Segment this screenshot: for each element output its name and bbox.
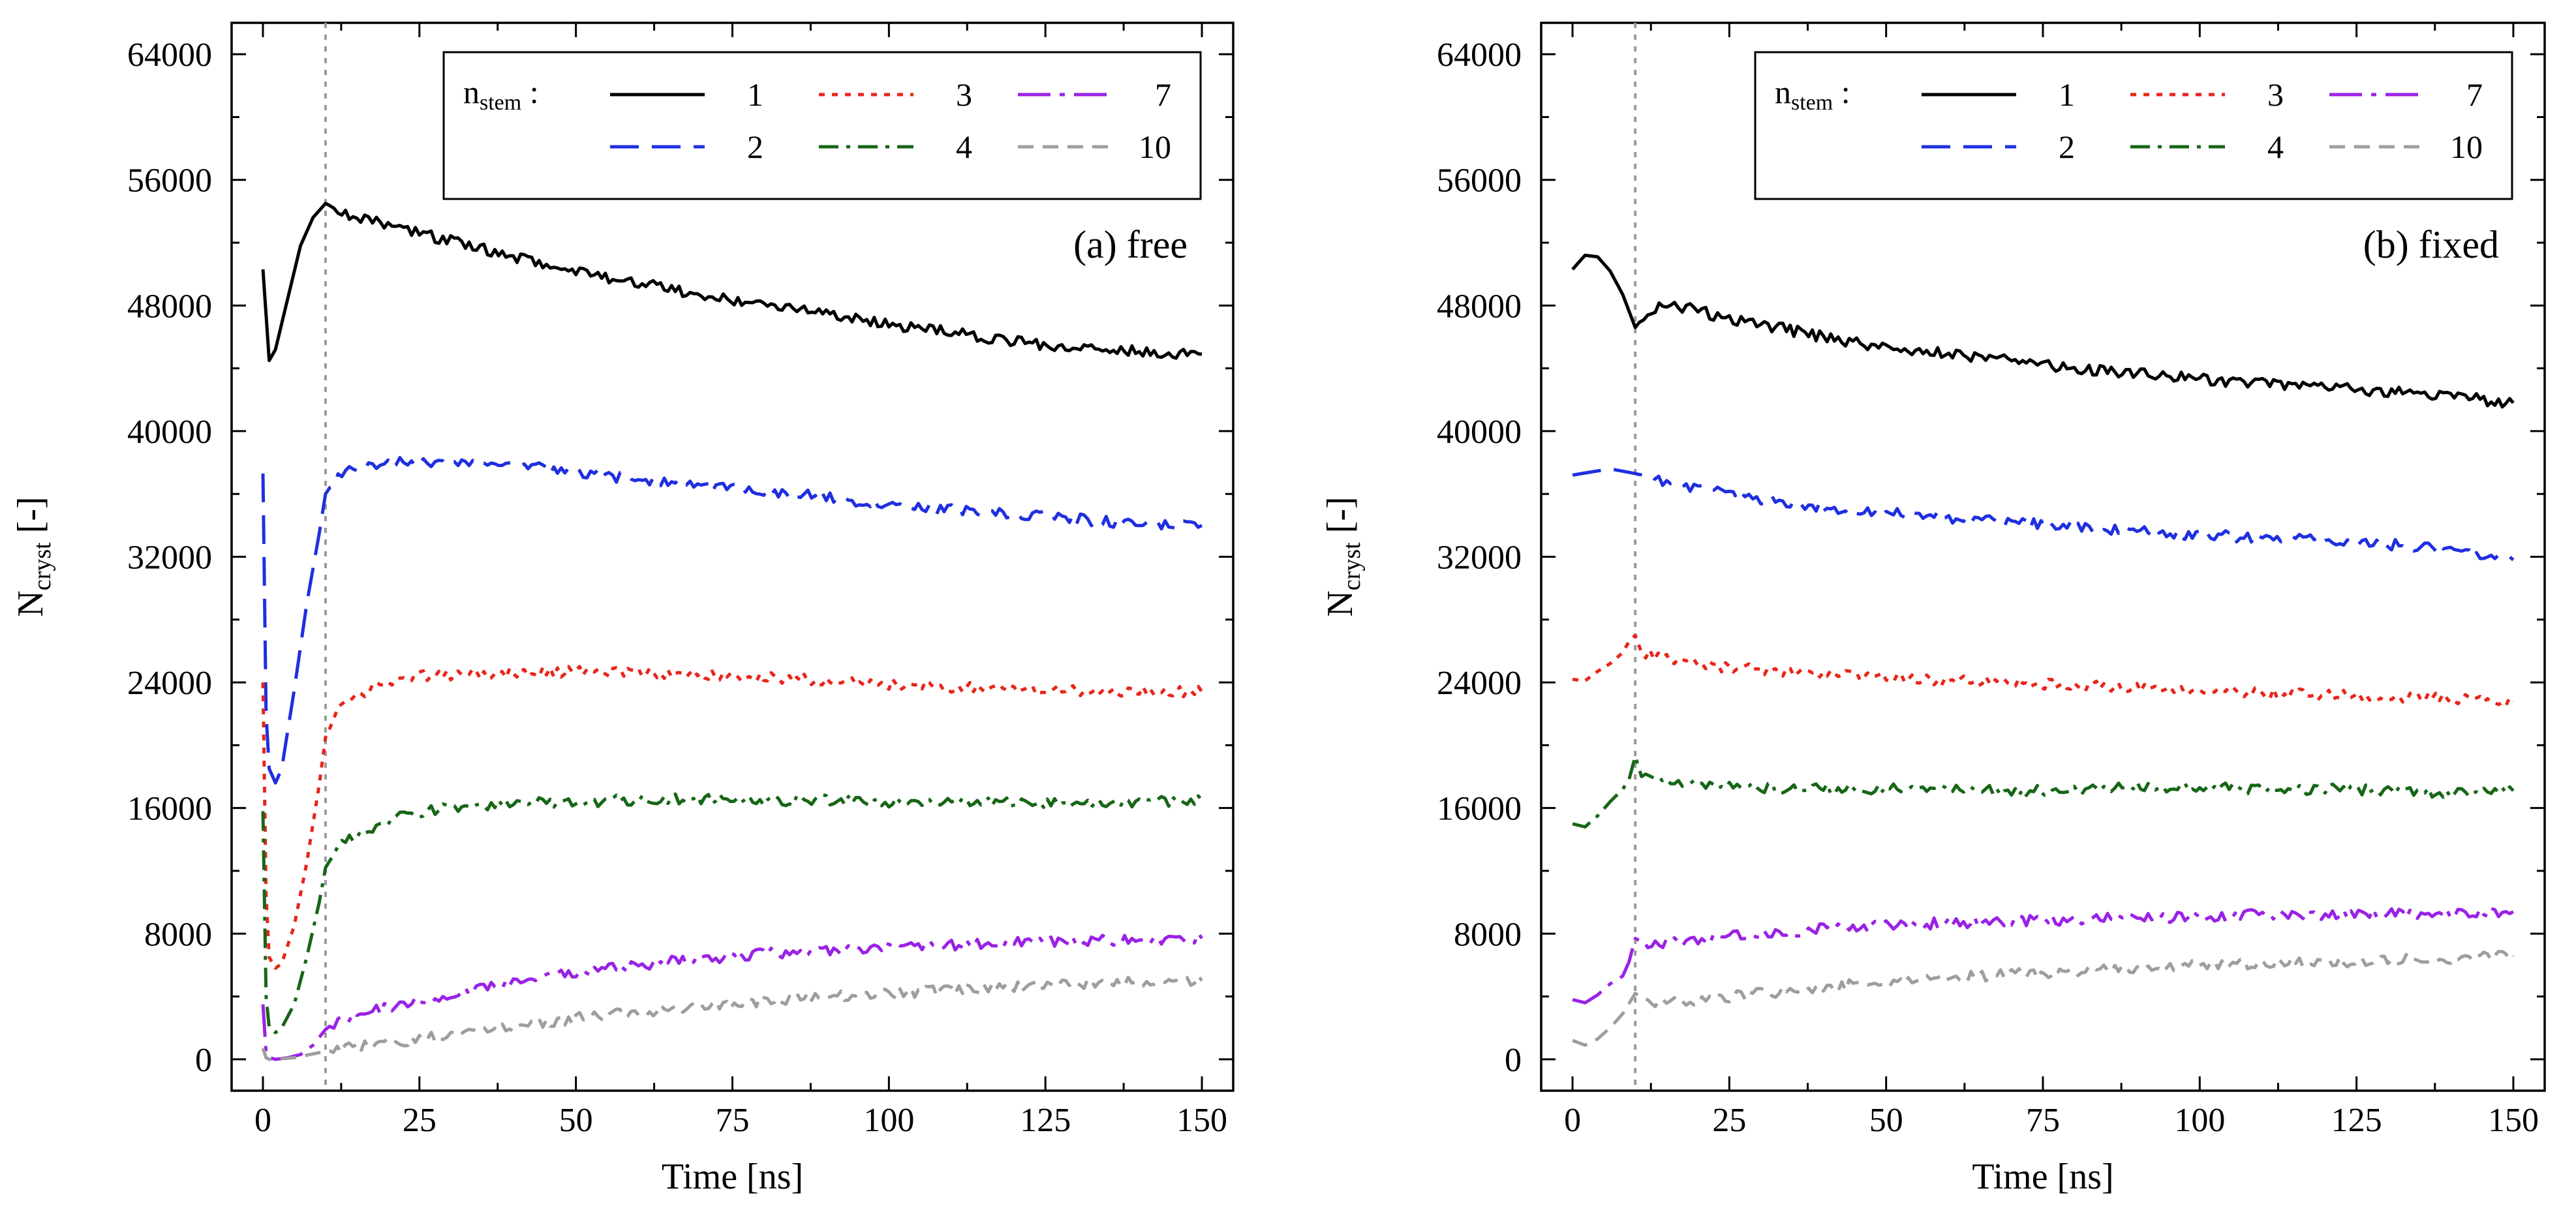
series-line-10 [261,973,1204,1061]
y-tick-label: 0 [1505,1042,1522,1079]
x-tick-label: 25 [403,1102,437,1139]
legend-title: nstem : [1775,74,1850,115]
legend-title-main: n [463,74,480,110]
x-tick-label: 150 [2488,1102,2539,1139]
y-axis-title-main: N [1320,590,1360,616]
y-tick-label: 8000 [144,916,212,953]
y-tick-label: 64000 [127,37,212,74]
y-tick-label: 8000 [1454,916,1522,953]
legend-label-4: 4 [2267,129,2284,165]
x-tick-label: 50 [1869,1102,1903,1139]
x-tick-label: 0 [254,1102,271,1139]
x-tick-label: 75 [2026,1102,2060,1139]
y-tick-label: 48000 [1437,288,1522,325]
legend-box [1754,51,2513,200]
y-tick-label: 16000 [1437,791,1522,828]
legend-title-suffix: : [521,74,538,110]
y-tick-label: 56000 [1437,162,1522,200]
legend: nstem : 1 2 3 4 7 10 [442,51,1202,200]
y-tick-label: 64000 [1437,37,1522,74]
legend-label-3: 3 [2267,76,2284,113]
legend-title-sub: stem [480,91,521,115]
y-axis-title-sub: cryst [1338,542,1366,590]
y-tick-label: 40000 [1437,414,1522,451]
legend-label-2: 2 [747,129,763,165]
legend-label-3: 3 [956,76,972,113]
series-line-2 [1572,467,2515,562]
series-line-10 [1572,950,2515,1047]
x-tick-label: 0 [1564,1102,1581,1139]
x-tick-label: 125 [1020,1102,1071,1139]
series-line-4 [1572,754,2515,829]
y-tick-label: 16000 [127,791,212,828]
chart-panel-1: 0 25 50 75 100 125 150 0 8000 16000 24000 32000 4000… [10,22,1234,1197]
series-line-3 [1572,633,2515,708]
y-tick-label: 0 [195,1042,212,1079]
series-group [1571,253,2515,1047]
series-line-3 [261,665,1204,970]
x-tick-label: 100 [2174,1102,2225,1139]
legend-title: nstem : [463,74,539,115]
legend: nstem : 1 2 3 4 7 10 [1754,51,2513,200]
series-group [261,202,1204,1061]
y-tick-label: 32000 [1437,539,1522,577]
legend-title-sub: stem [1791,91,1833,115]
y-axis-title-sub: cryst [29,542,56,590]
y-tick-label: 24000 [1437,665,1522,702]
y-tick-label: 24000 [127,665,212,702]
chart-panel-2: 0 25 50 75 100 125 150 0 8000 16000 24000 32000 4000… [1320,22,2546,1197]
panel-label: (b) fixed [2363,223,2499,266]
y-axis-title-main: N [10,590,51,616]
series-line-2 [261,456,1203,785]
legend-title-suffix: : [1833,74,1850,110]
legend-label-7: 7 [1155,76,1171,113]
x-tick-label: 50 [559,1102,593,1139]
legend-title-main: n [1775,74,1791,110]
x-axis-title: Time [ns] [1972,1157,2113,1197]
series-line-7 [261,932,1204,1061]
legend-label-4: 4 [956,129,972,165]
y-axis-title: Ncryst [-] [10,496,56,616]
y-tick-label: 48000 [127,288,212,325]
series-line-7 [1572,907,2515,1005]
x-axis-title: Time [ns] [662,1157,803,1197]
x-tick-label: 100 [863,1102,914,1139]
y-tick-label: 40000 [127,414,212,451]
x-tick-label: 75 [716,1102,750,1139]
y-axis-title-suffix: [-] [10,496,51,542]
legend-box [442,51,1202,200]
panel-label: (a) free [1073,223,1188,266]
y-axis-title: Ncryst [-] [1320,496,1366,616]
legend-label-2: 2 [2059,129,2075,165]
y-tick-label: 32000 [127,539,212,577]
legend-label-10: 10 [2450,129,2483,165]
series-line-4 [261,792,1203,1035]
x-tick-label: 125 [2331,1102,2382,1139]
x-tick-label: 25 [1712,1102,1746,1139]
series-line-1 [261,202,1203,363]
x-tick-label: 150 [1176,1102,1227,1139]
y-axis-title-suffix: [-] [1320,496,1360,542]
legend-label-7: 7 [2466,76,2483,113]
legend-label-1: 1 [747,76,763,113]
series-line-1 [1571,253,2515,409]
legend-label-10: 10 [1139,129,1171,165]
legend-label-1: 1 [2059,76,2075,113]
y-tick-label: 56000 [127,162,212,200]
